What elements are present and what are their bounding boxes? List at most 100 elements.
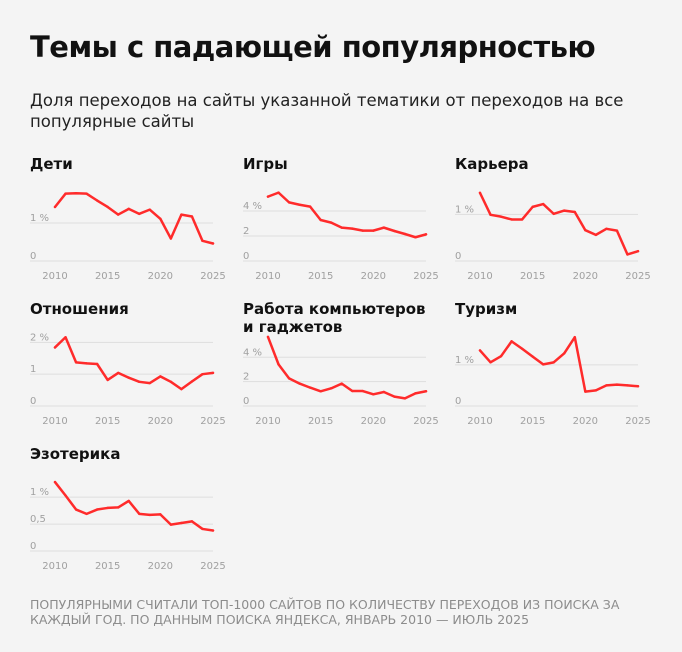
data-point (106, 205, 109, 209)
x-tick-label: 2020 (148, 271, 173, 282)
data-point (180, 521, 183, 525)
data-point (53, 346, 57, 349)
chart-title: Работа компьютеров и гаджетов (243, 300, 426, 336)
data-point (499, 354, 503, 358)
line-chart: 0 1 % 2010 2015 2020 2025 (455, 191, 651, 282)
data-point (298, 382, 301, 385)
data-point (615, 229, 619, 232)
data-point (382, 226, 386, 229)
data-point (584, 390, 587, 393)
chart-panel: Эзотерика 0 0,5 1 % 2010 2015 2020 2025 (30, 445, 230, 575)
y-tick-label: 0 (455, 251, 461, 262)
y-tick-label: 4 % (243, 201, 262, 212)
data-point (520, 347, 524, 350)
data-point (340, 226, 343, 229)
y-tick-label: 0 (455, 396, 461, 407)
data-point (351, 389, 354, 393)
x-tick-label: 2020 (573, 416, 598, 427)
data-point (552, 212, 555, 216)
series-line (266, 335, 428, 400)
data-point (351, 227, 354, 230)
data-point (573, 210, 576, 214)
x-tick-label: 2010 (255, 416, 280, 427)
data-point (542, 363, 545, 366)
data-point (308, 386, 312, 389)
data-point (106, 378, 109, 382)
data-point (308, 205, 312, 208)
x-tick-label: 2020 (361, 271, 386, 282)
x-tick-label: 2025 (200, 561, 225, 572)
data-point (277, 191, 280, 194)
data-point (531, 355, 534, 358)
data-point (53, 480, 57, 484)
data-point (330, 387, 333, 390)
data-point (53, 205, 57, 209)
line-chart: 0 2 4 % 2010 2015 2020 2025 (243, 335, 439, 427)
line-chart: 0 1 % 2010 2015 2020 2025 (30, 192, 226, 282)
x-tick-label: 2015 (520, 416, 545, 427)
y-tick-label: 0 (30, 251, 36, 262)
series-line (478, 335, 640, 393)
data-point (372, 393, 375, 396)
chart-panel: Работа компьютеров и гаджетов 0 2 4 % 2010 20… (243, 300, 443, 430)
data-point (180, 387, 183, 391)
x-tick-label: 2010 (42, 416, 67, 427)
data-point (563, 209, 566, 212)
series-line (266, 191, 428, 239)
chart-title: Эзотерика (30, 445, 121, 463)
data-point (510, 340, 513, 343)
data-point (127, 207, 130, 211)
series-line (478, 191, 640, 256)
data-point (489, 361, 492, 364)
x-tick-label: 2025 (200, 416, 225, 427)
x-tick-label: 2020 (148, 561, 173, 572)
data-point (298, 203, 301, 206)
data-point (626, 384, 629, 387)
data-point (148, 513, 151, 517)
data-point (626, 253, 629, 256)
chart-panel: Карьера 0 1 % 2010 2015 2020 2025 (455, 155, 655, 285)
y-tick-label: 0 (243, 396, 249, 407)
chart-title: Отношения (30, 300, 129, 318)
x-tick-label: 2020 (361, 416, 386, 427)
data-point (594, 233, 598, 237)
data-point (74, 192, 78, 195)
y-tick-label: 0,5 (30, 514, 46, 525)
data-point (478, 191, 482, 195)
data-point (489, 213, 492, 216)
data-point (169, 237, 173, 240)
data-point (64, 192, 67, 195)
x-tick-label: 2015 (95, 561, 120, 572)
data-point (478, 349, 482, 352)
data-point (190, 380, 194, 383)
data-point (287, 201, 291, 204)
data-point (148, 381, 151, 385)
line-chart: 0 2 4 % 2010 2015 2020 2025 (243, 191, 439, 282)
data-point (403, 397, 407, 400)
data-point (520, 218, 524, 221)
y-tick-label: 1 % (30, 213, 49, 224)
data-point (138, 512, 141, 516)
chart-title: Дети (30, 155, 73, 173)
x-tick-label: 2010 (467, 416, 492, 427)
y-tick-label: 4 % (243, 347, 262, 358)
data-point (552, 361, 555, 364)
x-tick-label: 2010 (467, 271, 492, 282)
data-point (106, 506, 109, 510)
data-point (414, 236, 417, 239)
data-point (382, 390, 386, 394)
line-chart: 0 1 % 2010 2015 2020 2025 (455, 335, 651, 427)
data-point (287, 377, 291, 380)
x-tick-label: 2010 (42, 271, 67, 282)
line-chart: 0 0,5 1 % 2010 2015 2020 2025 (30, 480, 226, 572)
x-tick-label: 2015 (520, 271, 545, 282)
data-point (201, 239, 204, 243)
data-point (64, 336, 67, 339)
x-tick-label: 2010 (42, 561, 67, 572)
x-tick-label: 2025 (413, 271, 438, 282)
data-point (615, 383, 619, 386)
data-point (85, 192, 88, 195)
data-point (64, 494, 67, 497)
data-point (117, 506, 120, 509)
x-tick-label: 2010 (255, 271, 280, 282)
